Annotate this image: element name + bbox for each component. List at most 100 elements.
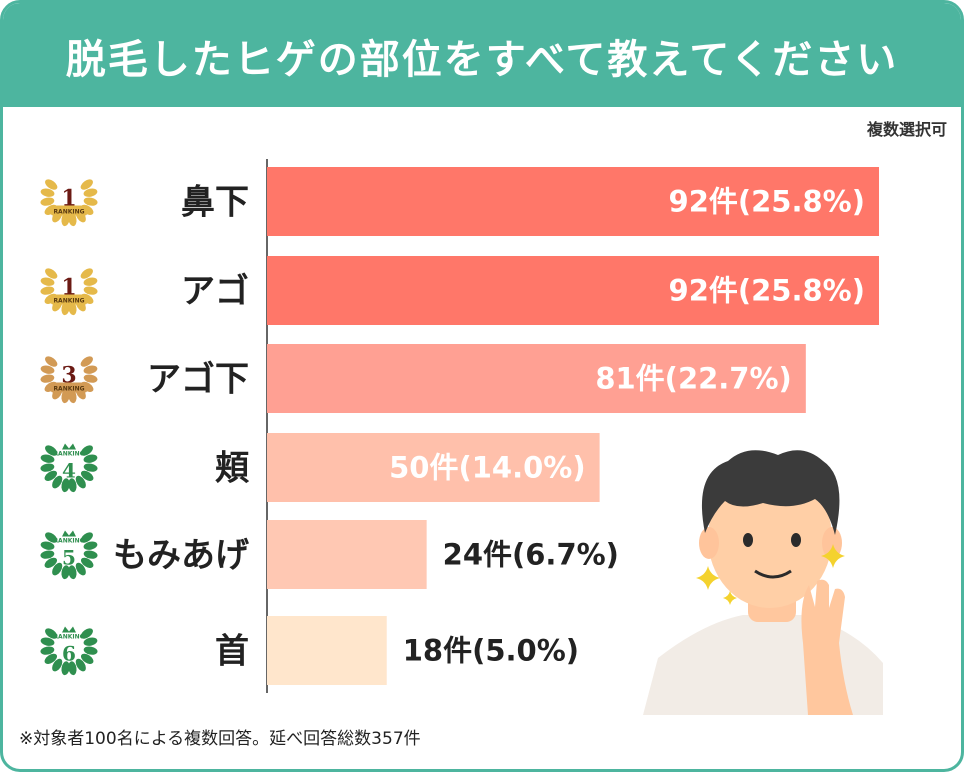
hand-shape (801, 579, 853, 715)
crown-icon (62, 443, 76, 450)
laurel-leaf-left (40, 454, 55, 463)
rank-number: 1 (61, 275, 76, 301)
laurel-leaf-right (83, 197, 98, 206)
ranking-text: RANKING (53, 634, 84, 641)
value-label-3: 81件(22.7%) (595, 362, 791, 396)
rank-number: 6 (62, 642, 76, 666)
bar-5 (267, 520, 427, 589)
laurel-leaf-left (40, 197, 55, 206)
smile-shape (754, 569, 792, 579)
laurel-leaf-right (83, 637, 98, 646)
laurel-leaf-right (68, 661, 77, 676)
laurel-leaf-right (68, 212, 77, 227)
laurel-leaf-right (80, 628, 93, 639)
category-label-2: アゴ (181, 272, 249, 312)
laurel-leaf-left (52, 562, 63, 576)
laurel-leaf-left (40, 188, 55, 197)
laurel-leaf-left (44, 653, 58, 665)
laurel-leaf-left (40, 277, 55, 286)
rank-number: 5 (62, 546, 76, 570)
category-label-4: 頬 (215, 449, 250, 489)
ranking-text: RANKING (53, 538, 84, 545)
laurel-leaf-right (83, 286, 98, 295)
ranking-text: RANKING (53, 386, 84, 393)
right-ear-shape (822, 527, 842, 559)
ranking-text: RANKING (53, 209, 84, 216)
laurel-leaf-right (80, 445, 93, 456)
laurel-leaf-right (80, 653, 94, 665)
laurel-leaf-right (80, 470, 94, 482)
left-ear-shape (699, 527, 719, 559)
person-illustration (643, 450, 883, 715)
laurel-leaf-right (83, 550, 98, 559)
laurel-leaf-right (83, 463, 98, 472)
laurel-leaf-left (45, 268, 58, 279)
sparkle-left-large (696, 566, 720, 590)
category-label-1: 鼻下 (181, 183, 249, 223)
left-eye-shape (743, 533, 753, 547)
bar-4 (267, 433, 600, 502)
laurel-leaf-left (44, 557, 58, 569)
laurel-leaf-left (61, 661, 70, 676)
header-band: 脱毛したヒゲの部位をすべて教えてください (3, 3, 961, 107)
laurel-leaf-right (83, 188, 98, 197)
value-label-5: 24件(6.7%) (443, 538, 619, 572)
value-label-2: 92件(25.8%) (669, 274, 865, 308)
laurel-leaf-left (40, 550, 55, 559)
category-label-3: アゴ下 (147, 360, 249, 400)
footnote: ※対象者100名による複数回答。延べ回答総数357件 (19, 729, 421, 749)
laurel-leaf-left (61, 565, 70, 580)
multiple-choice-note: 複数選択可 (866, 120, 947, 139)
laurel-leaf-right (80, 356, 93, 367)
rank-number: 1 (61, 186, 76, 212)
laurel-leaf-left (45, 628, 58, 639)
laurel-leaf-right (68, 301, 77, 316)
right-eye-shape (791, 533, 801, 547)
rank-number: 3 (61, 363, 76, 389)
laurel-leaf-left (40, 541, 55, 550)
chart-title: 脱毛したヒゲの部位をすべて教えてください (65, 37, 899, 83)
laurel-leaf-left (45, 356, 58, 367)
bar-2 (267, 256, 879, 325)
laurel-leaf-left (45, 532, 58, 543)
laurel-leaf-right (75, 475, 86, 489)
laurel-leaf-left (61, 301, 70, 316)
laurel-leaf-left (40, 374, 55, 383)
crown-icon (62, 530, 76, 537)
laurel-leaf-left (61, 389, 70, 404)
laurel-leaf-right (83, 365, 98, 374)
crown-icon (62, 626, 76, 633)
category-label-6: 首 (215, 632, 249, 672)
laurel-leaf-left (40, 365, 55, 374)
laurel-leaf-left (61, 212, 70, 227)
ranking-text: RANKING (53, 451, 84, 458)
laurel-leaf-right (80, 557, 94, 569)
ribbon-shape (51, 205, 87, 216)
bar-3 (267, 344, 806, 413)
laurel-leaf-left (40, 463, 55, 472)
value-label-1: 92件(25.8%) (669, 185, 865, 219)
laurel-leaf-left (44, 470, 58, 482)
laurel-leaf-right (83, 541, 98, 550)
laurel-leaf-right (68, 565, 77, 580)
laurel-leaf-right (68, 389, 77, 404)
laurel-leaf-right (83, 454, 98, 463)
laurel-leaf-left (40, 286, 55, 295)
laurel-leaf-right (80, 179, 93, 190)
ranking-text: RANKING (53, 298, 84, 305)
laurel-leaf-left (45, 179, 58, 190)
laurel-leaf-left (52, 658, 63, 672)
laurel-leaf-right (68, 478, 77, 493)
category-label-5: もみあげ (113, 536, 249, 576)
sparkle-left-small (723, 591, 737, 605)
laurel-leaf-right (80, 532, 93, 543)
laurel-leaf-right (80, 268, 93, 279)
laurel-leaf-left (61, 478, 70, 493)
laurel-leaf-right (83, 646, 98, 655)
laurel-leaf-right (75, 562, 86, 576)
laurel-leaf-right (83, 374, 98, 383)
